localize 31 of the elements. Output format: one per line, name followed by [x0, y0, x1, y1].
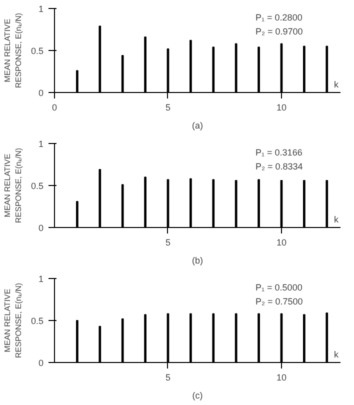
y-axis-title: MEAN RELATIVE RESPONSE, E(nₖ/N) — [3, 12, 23, 88]
y-tick-label: 0.5 — [30, 181, 44, 191]
y-axis-title: MEAN RELATIVE RESPONSE, E(nₖ/N) — [3, 282, 23, 358]
y-tick-label: 1 — [38, 4, 44, 14]
text: (b) — [192, 256, 204, 266]
annotation: P₂ = 0.9700 — [256, 26, 303, 36]
y-tick-label: 0 — [38, 223, 44, 233]
x-tick-label: 10 — [276, 372, 286, 382]
x-tick-label: 10 — [276, 102, 286, 112]
y-tick-label: 0 — [38, 88, 44, 98]
y-tick-label: 0 — [38, 358, 44, 368]
text: (c) — [192, 390, 203, 400]
y-tick-label: 1 — [38, 139, 44, 149]
x-tick-label: 5 — [165, 238, 171, 248]
x-axis-title: k — [334, 214, 339, 224]
x-axis-title: k — [334, 350, 339, 360]
annotation: P₂ = 0.7500 — [256, 296, 303, 306]
x-tick-label: 5 — [165, 102, 171, 112]
annotation: P₂ = 0.8334 — [256, 162, 303, 172]
y-axis-title: MEAN RELATIVE RESPONSE, E(nₖ/N) — [3, 148, 23, 224]
y-tick-label: 0.5 — [30, 46, 44, 56]
x-tick-label: 0 — [52, 102, 58, 112]
x-tick-label: 10 — [276, 238, 286, 248]
annotation: P₁ = 0.3166 — [256, 148, 302, 158]
x-axis-title: k — [334, 80, 339, 90]
x-tick-label: 5 — [165, 372, 171, 382]
y-tick-label: 1 — [38, 274, 44, 284]
annotation: P₁ = 0.5000 — [256, 282, 302, 292]
annotation: P₁ = 0.2800 — [256, 12, 302, 22]
y-tick-label: 0.5 — [30, 316, 44, 326]
text: (a) — [192, 120, 204, 130]
